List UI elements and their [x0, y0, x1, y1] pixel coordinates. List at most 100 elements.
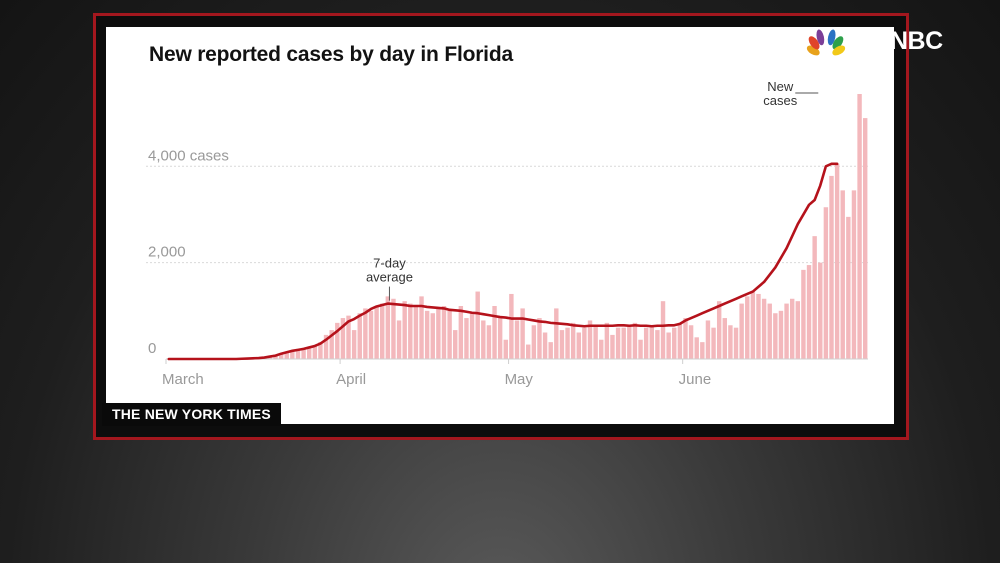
bar-33	[351, 330, 357, 359]
bar-87	[655, 330, 660, 359]
annotation-new-line2: cases	[763, 93, 797, 108]
bar-108	[773, 313, 778, 359]
bar-95	[700, 342, 705, 359]
label-layer: 0 2,000 4,000 cases March April May June 7-daya…	[148, 79, 819, 388]
bar-83	[632, 322, 638, 359]
chart-title: New reported cases by day in Florida	[149, 43, 513, 66]
bar-38	[380, 303, 385, 359]
bar-74	[582, 327, 587, 359]
bar-29	[329, 330, 334, 359]
bar-86	[649, 325, 654, 359]
bar-24	[301, 347, 306, 359]
bar-45	[419, 296, 424, 359]
bar-89	[666, 332, 671, 359]
bar-81	[621, 327, 626, 359]
bar-106	[761, 298, 767, 359]
bar-84	[638, 339, 643, 359]
y-tick-label-0: 0	[148, 340, 156, 357]
bar-96	[705, 320, 711, 359]
bar-102	[739, 303, 744, 359]
bar-32	[346, 315, 351, 359]
bar-49	[441, 306, 447, 359]
bar-112	[795, 301, 801, 359]
bar-52	[458, 306, 464, 359]
bar-60	[503, 339, 508, 359]
bar-100	[728, 325, 733, 359]
bar-46	[424, 310, 430, 359]
bar-85	[643, 327, 649, 359]
bar-92	[683, 318, 688, 359]
bar-23	[295, 348, 301, 359]
bar-113	[801, 269, 806, 359]
bar-110	[784, 303, 789, 359]
y-tick-label-2: 4,000 cases	[148, 147, 229, 164]
bar-64	[526, 344, 531, 359]
source-caption: THE NEW YORK TIMES	[102, 403, 281, 426]
bar-94	[694, 337, 699, 359]
bar-90	[672, 327, 677, 359]
bar-70	[559, 330, 565, 359]
baseline-layer	[165, 358, 868, 364]
bar-122	[851, 190, 857, 359]
bar-71	[565, 327, 570, 359]
bar-67	[542, 332, 548, 359]
bar-39	[385, 296, 391, 359]
bar-117	[823, 207, 829, 359]
bar-80	[615, 327, 621, 359]
bar-35	[363, 308, 368, 359]
bar-21	[284, 351, 289, 359]
bar-78	[604, 322, 610, 359]
bar-76	[593, 325, 598, 359]
bar-82	[627, 325, 632, 359]
bar-37	[374, 306, 379, 359]
seven-day-average-line	[167, 162, 839, 361]
bar-31	[340, 318, 346, 359]
bar-107	[767, 303, 772, 359]
bar-118	[829, 175, 834, 359]
bar-20	[278, 353, 284, 359]
bar-59	[497, 318, 503, 359]
bar-62	[514, 320, 520, 359]
bar-34	[357, 313, 362, 359]
peacock-icon	[806, 29, 846, 56]
bar-101	[733, 327, 739, 359]
annotation-new-line1: New	[767, 79, 794, 94]
bar-54	[469, 313, 475, 359]
bar-109	[778, 310, 784, 359]
chart-svg: 0 2,000 4,000 cases March April May June 7-daya…	[146, 79, 868, 388]
average-line-layer	[167, 162, 839, 361]
bar-77	[599, 339, 604, 359]
bar-73	[576, 332, 581, 359]
bar-43	[408, 303, 413, 359]
bar-25	[307, 346, 312, 359]
annotation-average-line1: 7-day	[373, 256, 406, 271]
bar-36	[368, 310, 374, 359]
y-tick-label-1: 2,000	[148, 244, 186, 261]
bar-27	[318, 342, 323, 359]
bar-22	[290, 350, 295, 359]
bar-116	[818, 262, 823, 359]
bar-series	[166, 94, 868, 359]
bar-75	[587, 320, 593, 359]
bar-103	[745, 296, 750, 359]
chart-panel: New reported cases by day in Florida 0 2,…	[106, 27, 894, 424]
bar-88	[660, 301, 666, 359]
grid-layer	[146, 165, 868, 264]
x-tick-label-2: May	[505, 371, 534, 388]
bar-47	[430, 313, 435, 359]
bar-55	[475, 291, 480, 359]
bar-30	[335, 322, 340, 359]
bar-79	[610, 334, 615, 359]
bar-98	[716, 301, 722, 359]
bar-105	[756, 293, 761, 359]
bar-104	[750, 291, 756, 359]
bar-50	[447, 310, 452, 359]
bar-111	[789, 298, 795, 359]
bar-61	[509, 293, 514, 359]
bar-121	[846, 216, 851, 359]
bar-26	[312, 345, 318, 359]
bar-124	[862, 118, 868, 359]
bar-68	[548, 342, 553, 359]
network-bug: NBC	[806, 26, 956, 56]
bar-93	[688, 325, 694, 359]
